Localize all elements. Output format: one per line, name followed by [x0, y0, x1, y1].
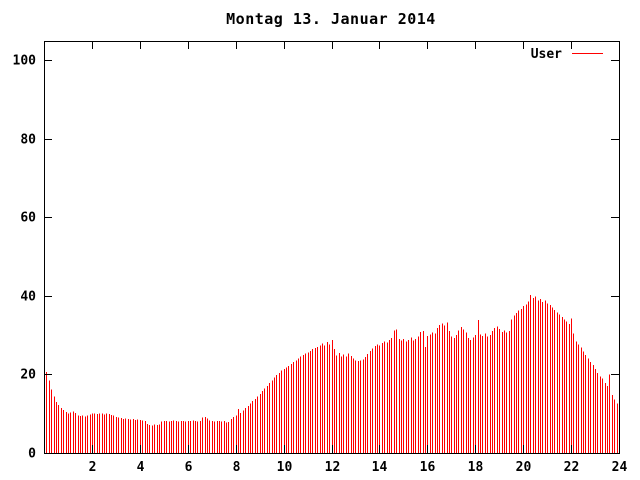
- x-tick-label: 20: [516, 460, 532, 475]
- x-tick-label: 16: [420, 460, 436, 475]
- x-tick-label: 14: [372, 460, 388, 475]
- x-tick-label: 6: [185, 460, 193, 475]
- x-tick-label: 12: [325, 460, 341, 475]
- y-tick-label: 20: [20, 368, 36, 383]
- y-tick-label: 60: [20, 211, 36, 226]
- y-tick-label: 0: [28, 447, 36, 462]
- bars-group: [46, 295, 620, 453]
- x-tick-label: 4: [137, 460, 145, 475]
- y-tick-label: 80: [20, 133, 36, 148]
- legend-label: User: [531, 47, 562, 62]
- chart-title: Montag 13. Januar 2014: [226, 10, 436, 28]
- x-tick-label: 24: [612, 460, 628, 475]
- x-tick-label: 18: [468, 460, 484, 475]
- legend: User: [531, 47, 603, 62]
- x-tick-label: 22: [564, 460, 580, 475]
- y-tick-label: 40: [20, 290, 36, 305]
- x-tick-label: 8: [233, 460, 241, 475]
- x-tick-label: 10: [277, 460, 293, 475]
- y-tick-label: 100: [13, 54, 37, 69]
- x-tick-label: 2: [89, 460, 97, 475]
